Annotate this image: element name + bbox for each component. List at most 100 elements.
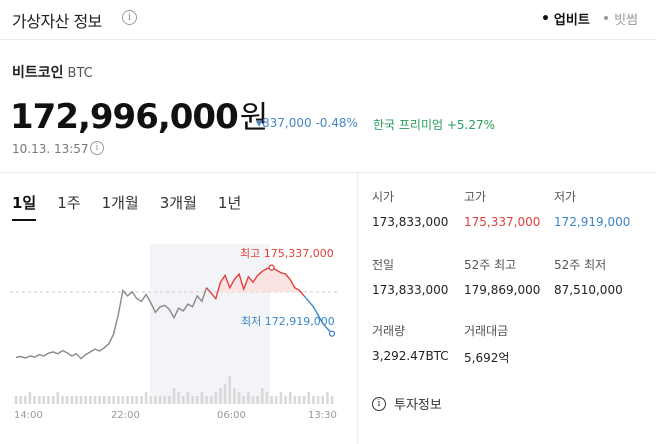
- volume-bar: [103, 396, 106, 404]
- volume-bar: [330, 396, 334, 404]
- volume-bar: [214, 392, 218, 404]
- volume-bar: [186, 392, 190, 404]
- coin-symbol: BTC: [67, 66, 93, 81]
- volume-bar: [265, 392, 269, 404]
- volume-bar: [107, 396, 111, 404]
- volume-bar: [61, 396, 64, 404]
- stat-low: 저가 172,919,000: [554, 188, 654, 229]
- highlight-band: [150, 244, 270, 404]
- volume-bar: [200, 392, 204, 404]
- stat-value: 87,510,000: [554, 283, 623, 297]
- volume-bar: [233, 388, 236, 404]
- stat-open: 시가 173,833,000: [372, 188, 472, 229]
- stat-label: 52주 최고: [464, 258, 517, 272]
- stat-label: 고가: [464, 190, 487, 204]
- stat-prev-close: 전일 173,833,000: [372, 256, 472, 297]
- volume-bar: [163, 396, 166, 404]
- stat-value: 179,869,000: [464, 283, 541, 297]
- x-tick-label: 22:00: [111, 410, 140, 421]
- divider: [0, 172, 656, 173]
- volume-bar: [279, 392, 283, 404]
- volume-bar: [79, 396, 83, 404]
- volume-bar: [154, 396, 157, 404]
- price-value: 172,996,000: [10, 97, 239, 137]
- volume-bar: [28, 392, 32, 404]
- volume-bar: [247, 392, 250, 404]
- info-icon: i: [372, 396, 386, 411]
- tab-1d[interactable]: 1일: [12, 192, 37, 221]
- info-icon[interactable]: i: [90, 141, 104, 155]
- volume-bar: [135, 396, 139, 404]
- stat-label: 거래대금: [464, 324, 509, 338]
- divider: [357, 173, 358, 444]
- volume-bar: [56, 392, 60, 404]
- volume-bar: [205, 396, 208, 404]
- high-label: 최고 175,337,000: [240, 247, 334, 260]
- x-tick-label: 13:30: [308, 410, 337, 421]
- invest-info-link[interactable]: i 투자정보: [372, 394, 442, 413]
- volume-bar: [47, 396, 50, 404]
- info-icon[interactable]: i: [122, 10, 137, 25]
- source-tab-label: 빗썸: [614, 13, 638, 28]
- stat-value: 3,292.47BTC: [372, 349, 449, 363]
- volume-bar: [98, 396, 101, 404]
- volume-bar: [42, 396, 46, 404]
- stat-value: 173,833,000: [372, 215, 449, 229]
- volume-bar: [261, 388, 264, 404]
- volume-bar: [126, 396, 129, 404]
- volume-bar: [298, 396, 301, 404]
- low-marker: [328, 330, 336, 337]
- volume-bar: [219, 388, 222, 404]
- tab-3m[interactable]: 3개월: [159, 194, 197, 212]
- price-line-low: [303, 295, 333, 335]
- source-tab-upbit[interactable]: • 업비트: [540, 9, 590, 29]
- tab-1y[interactable]: 1년: [217, 194, 242, 212]
- x-tick-label: 06:00: [217, 410, 246, 421]
- volume-bar: [182, 396, 185, 404]
- source-tabs: • 업비트 • 빗썸: [540, 9, 638, 29]
- korea-premium: 한국 프리미엄 +5.27%: [373, 118, 496, 132]
- volume-bar: [89, 396, 92, 404]
- volume-bar: [191, 396, 194, 404]
- volume-bar: [209, 396, 213, 404]
- stat-value: 175,337,000: [464, 215, 541, 229]
- volume-bar: [14, 396, 18, 404]
- tab-1w[interactable]: 1주: [57, 194, 81, 212]
- invest-info-label: 투자정보: [394, 398, 442, 413]
- volume-bar: [312, 396, 315, 404]
- price-change: ▾837,000 -0.48%: [256, 116, 358, 130]
- volume-bar: [302, 396, 306, 404]
- volume-bar: [316, 396, 320, 404]
- tab-1m[interactable]: 1개월: [101, 194, 139, 212]
- stat-value: 172,919,000: [554, 215, 631, 229]
- volume-bar: [256, 396, 259, 404]
- low-label: 최저 172,919,000: [241, 315, 335, 328]
- volume-bar: [195, 396, 199, 404]
- stat-high: 고가 175,337,000: [464, 188, 564, 229]
- stat-label: 저가: [554, 190, 577, 204]
- source-tab-bithumb[interactable]: • 빗썸: [601, 9, 638, 29]
- price-chart[interactable]: 최고 175,337,000 최저 172,919,000 14:00 22:0…: [0, 236, 350, 426]
- volume-bar: [307, 392, 311, 404]
- source-tab-label: 업비트: [553, 13, 590, 28]
- bullet-icon: •: [601, 10, 611, 27]
- stat-label: 시가: [372, 190, 395, 204]
- stat-label: 거래량: [372, 324, 406, 338]
- stat-value: 5,692억: [464, 351, 510, 365]
- stat-trade-value: 거래대금 5,692억: [464, 322, 564, 366]
- volume-bar: [37, 396, 41, 404]
- volume-bar: [116, 396, 120, 404]
- volume-bar: [168, 396, 171, 404]
- stat-value: 173,833,000: [372, 283, 449, 297]
- volume-bar: [237, 392, 241, 404]
- volume-bar: [140, 396, 143, 404]
- bullet-icon: •: [540, 10, 550, 27]
- page-title: 가상자산 정보: [12, 12, 102, 31]
- stat-label: 52주 최저: [554, 258, 607, 272]
- volume-bar: [172, 388, 176, 404]
- volume-bar: [284, 396, 287, 404]
- coin-name: 비트코인 BTC: [12, 62, 93, 82]
- volume-bar: [321, 396, 324, 404]
- volume-bar: [144, 392, 148, 404]
- volume-bar: [293, 396, 297, 404]
